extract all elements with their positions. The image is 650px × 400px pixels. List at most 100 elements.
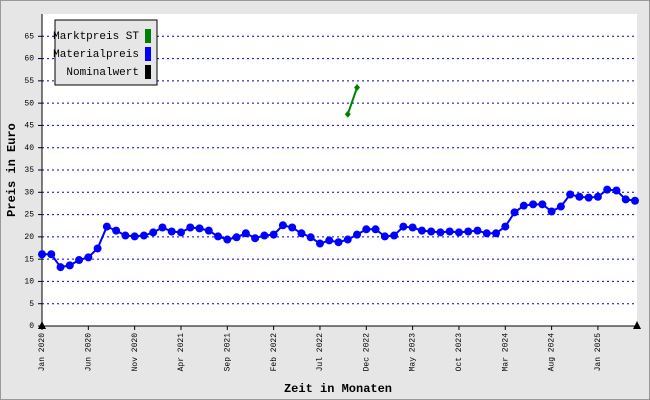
data-point xyxy=(612,186,621,195)
data-point xyxy=(288,223,297,232)
data-point xyxy=(603,185,612,194)
x-tick-label: Nov 2020 xyxy=(131,333,140,372)
y-tick-label: 30 xyxy=(24,188,34,197)
data-point xyxy=(149,228,158,237)
data-point xyxy=(260,231,269,240)
data-point xyxy=(65,261,74,270)
data-point xyxy=(306,233,315,242)
data-point xyxy=(445,227,454,236)
y-tick-label: 65 xyxy=(24,32,34,41)
data-point xyxy=(631,196,639,205)
data-point xyxy=(529,200,538,209)
y-axis-title: Preis in Euro xyxy=(5,123,19,217)
data-point xyxy=(556,202,565,211)
x-tick-label: Jan 2025 xyxy=(594,333,603,372)
data-point xyxy=(223,235,232,244)
data-point xyxy=(47,250,56,259)
data-point xyxy=(269,230,278,239)
data-point xyxy=(399,222,408,231)
data-point xyxy=(167,227,176,236)
data-point xyxy=(538,200,547,209)
data-point xyxy=(390,231,399,240)
y-tick-label: 40 xyxy=(24,144,34,153)
data-point xyxy=(354,84,361,92)
data-point xyxy=(297,229,306,238)
data-point xyxy=(232,233,241,242)
legend-swatch xyxy=(145,47,151,61)
x-tick-label: Mar 2024 xyxy=(501,333,510,372)
data-point xyxy=(371,225,380,234)
data-point xyxy=(112,226,121,235)
y-tick-label: 15 xyxy=(24,255,34,264)
y-tick-label: 60 xyxy=(24,55,34,64)
data-point xyxy=(593,192,602,201)
data-point xyxy=(380,232,389,241)
data-point xyxy=(315,239,324,248)
data-point xyxy=(584,193,593,202)
data-point xyxy=(84,253,93,262)
data-point xyxy=(75,256,84,265)
x-tick-label: Jan 2020 xyxy=(38,333,47,372)
x-axis-title: Zeit in Monaten xyxy=(284,382,392,396)
y-tick-label: 10 xyxy=(24,278,34,287)
legend-swatch xyxy=(145,29,151,43)
y-tick-label: 20 xyxy=(24,233,34,242)
data-point xyxy=(519,201,528,210)
data-point xyxy=(362,225,371,234)
data-point xyxy=(93,244,102,253)
data-point xyxy=(464,227,473,236)
data-point xyxy=(334,238,343,247)
axis-arrow xyxy=(38,321,46,329)
y-tick-label: 55 xyxy=(24,77,34,86)
data-point xyxy=(158,223,167,232)
legend xyxy=(54,19,158,86)
data-point xyxy=(621,195,630,204)
legend-swatch xyxy=(145,65,151,79)
data-point xyxy=(204,226,213,235)
data-point xyxy=(214,232,223,241)
y-tick-label: 35 xyxy=(24,166,34,175)
x-tick-label: May 2023 xyxy=(409,333,418,372)
y-tick-label: 0 xyxy=(29,322,34,331)
data-point xyxy=(510,208,519,217)
data-point xyxy=(186,223,195,232)
legend-items: Marktpreis ST Materialpreis Nominalwert xyxy=(53,29,151,79)
data-point xyxy=(417,226,426,235)
y-tick-label: 25 xyxy=(24,211,34,220)
data-point xyxy=(102,222,111,231)
axis-arrow xyxy=(633,321,641,329)
data-point xyxy=(482,229,491,238)
x-tick-label: Jun 2020 xyxy=(84,333,93,372)
data-point xyxy=(575,192,584,201)
data-point xyxy=(139,231,148,240)
x-tick-label: Aug 2024 xyxy=(548,333,557,372)
data-point xyxy=(56,263,65,272)
data-point xyxy=(344,110,351,118)
y-tick-label: 5 xyxy=(29,300,34,309)
y-tick-label: 50 xyxy=(24,99,34,108)
data-point xyxy=(427,227,436,236)
data-point xyxy=(38,250,46,259)
x-tick-label: Jul 2022 xyxy=(316,333,325,372)
x-tick-label: Sep 2021 xyxy=(223,333,232,372)
legend-label: Nominalwert xyxy=(66,67,139,79)
x-tick-label: Apr 2021 xyxy=(177,333,186,372)
data-point xyxy=(130,232,139,241)
data-point xyxy=(473,226,482,235)
data-point xyxy=(251,234,260,243)
data-point xyxy=(176,228,185,237)
x-tick-label: Dec 2022 xyxy=(362,333,371,372)
data-point xyxy=(121,231,130,240)
data-point xyxy=(325,236,334,245)
x-tick-label: Oct 2023 xyxy=(455,333,464,372)
legend-label: Marktpreis ST xyxy=(53,31,139,43)
data-point xyxy=(547,207,556,216)
x-tick-label: Feb 2022 xyxy=(270,333,279,372)
data-point xyxy=(454,228,463,237)
data-point xyxy=(195,224,204,233)
data-point xyxy=(492,229,501,238)
data-point xyxy=(343,235,352,244)
series-line xyxy=(346,87,358,115)
data-point xyxy=(566,190,575,199)
